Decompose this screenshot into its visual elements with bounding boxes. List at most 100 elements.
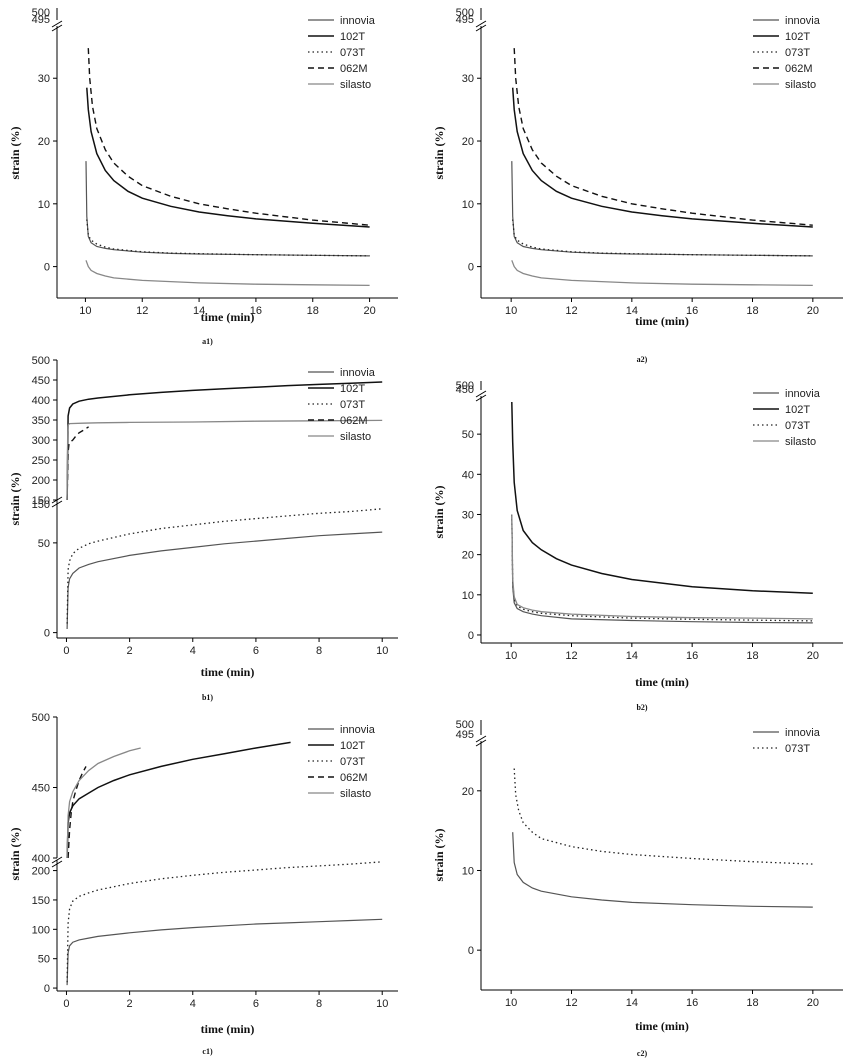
panel-caption: a2) [637,355,648,364]
legend-label-102t: 102T [785,404,810,416]
y-tick-label: 150 [32,495,50,507]
y-tick-label: 350 [32,415,50,427]
y-tick-label: 500 [456,380,474,392]
x-tick-label: 18 [746,997,758,1009]
x-tick-label: 10 [79,305,91,317]
x-tick-label: 10 [505,997,517,1009]
series-line-innovia [511,514,813,624]
y-tick-label: 50 [462,429,474,441]
series-line-102t [511,401,813,594]
y-tick-label: 450 [32,375,50,387]
x-tick-label: 16 [686,650,698,662]
x-axis-label: time (min) [635,314,689,328]
y-tick-label: 495 [32,14,50,26]
series-line-102t [66,741,291,859]
panel-caption: a1) [202,337,213,346]
series-line-innovia [66,531,383,630]
series-line-innovia [512,832,813,908]
legend-label-silasto: silasto [785,436,816,448]
y-axis-label: strain (%) [432,127,446,180]
axis-break-mark [51,20,63,32]
y-axis-label: strain (%) [8,473,22,526]
series-line-062m [67,766,87,859]
x-axis-label: time (min) [635,1019,689,1033]
x-tick-label: 20 [807,650,819,662]
legend-label-073t: 073T [340,399,365,411]
y-tick-label: 20 [462,786,474,798]
chart-c1: 0 2 4 6 8 10050100150200400450500innovia102T0… [8,712,398,1056]
x-tick-label: 18 [307,305,319,317]
legend-label-102t: 102T [340,31,365,43]
series-line-innovia [66,918,383,986]
legend-label-073t: 073T [340,47,365,59]
x-tick-label: 10 [376,645,388,657]
legend-label-silasto: silasto [785,79,816,91]
x-tick-label: 16 [250,305,262,317]
legend-label-innovia: innovia [785,727,821,739]
y-tick-label: 500 [32,7,50,19]
y-tick-label: 10 [38,199,50,211]
series-line-073t [511,514,813,622]
legend-label-innovia: innovia [340,15,376,27]
x-tick-label: 6 [253,998,259,1010]
y-tick-label: 500 [456,7,474,19]
x-tick-label: 14 [193,305,205,317]
series-line-silasto [511,514,813,620]
x-tick-label: 0 [63,645,69,657]
x-tick-label: 20 [807,997,819,1009]
legend-label-innovia: innovia [785,15,821,27]
legend-label-073t: 073T [785,743,810,755]
legend-label-silasto: silasto [340,79,371,91]
series-line-062m [87,48,370,226]
y-tick-label: 300 [32,435,50,447]
y-axis-label: strain (%) [432,486,446,539]
panel-caption: c2) [637,1049,648,1058]
y-tick-label: 0 [468,945,474,957]
x-axis-label: time (min) [201,1022,255,1036]
y-tick-label: 40 [462,469,474,481]
x-tick-label: 10 [505,305,517,317]
y-tick-label: 10 [462,590,474,602]
x-tick-label: 12 [565,650,577,662]
series-line-062m [513,48,813,226]
y-tick-label: 10 [462,199,474,211]
x-tick-label: 4 [190,998,196,1010]
x-tick-label: 8 [316,645,322,657]
x-tick-label: 16 [686,997,698,1009]
legend-label-102t: 102T [340,383,365,395]
y-tick-label: 0 [44,628,50,640]
y-tick-label: 20 [38,136,50,148]
legend-label-innovia: innovia [340,724,376,736]
legend-label-062m: 062M [340,63,368,75]
x-tick-label: 2 [127,645,133,657]
x-tick-label: 14 [626,650,638,662]
y-tick-label: 30 [462,509,474,521]
legend-label-073t: 073T [340,756,365,768]
x-tick-label: 20 [807,305,819,317]
x-axis-label: time (min) [201,310,255,324]
series-line-102t [511,87,813,228]
series-line-062m [66,426,89,501]
x-axis-label: time (min) [201,665,255,679]
x-tick-label: 2 [127,998,133,1010]
x-tick-label: 14 [626,305,638,317]
legend-label-innovia: innovia [785,388,821,400]
y-tick-label: 495 [456,729,474,741]
series-line-silasto [85,260,370,287]
series-line-102t [86,87,370,228]
x-tick-label: 12 [565,997,577,1009]
y-tick-label: 0 [468,262,474,274]
y-tick-label: 0 [468,630,474,642]
y-tick-label: 500 [456,719,474,731]
y-tick-label: 400 [32,395,50,407]
series-line-silasto [66,419,383,501]
series-line-silasto [66,747,141,859]
x-tick-label: 10 [505,650,517,662]
y-axis-label: strain (%) [8,127,22,180]
y-tick-label: 150 [32,895,50,907]
